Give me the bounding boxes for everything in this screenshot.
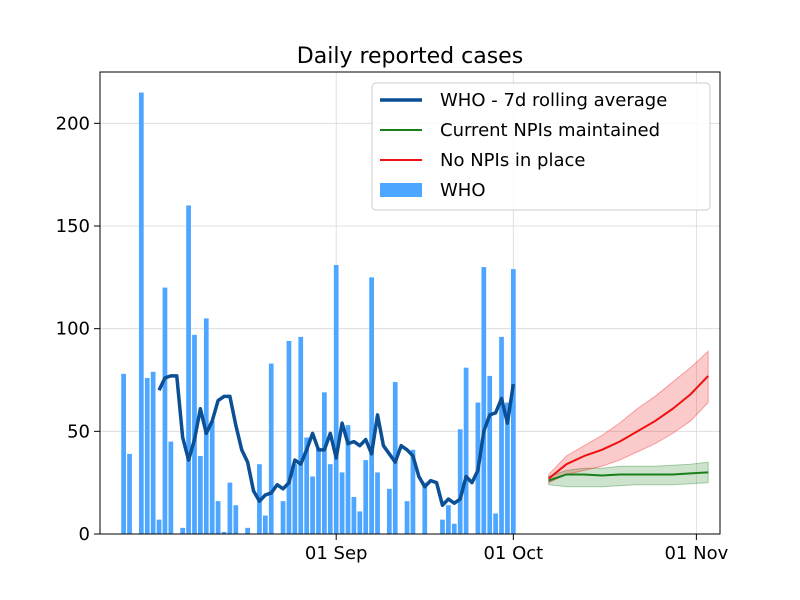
- bar: [457, 429, 463, 534]
- y-tick-label: 50: [67, 421, 90, 442]
- bar: [221, 531, 227, 534]
- bar: [292, 464, 298, 534]
- line-series: [157, 374, 709, 508]
- legend-label: WHO - 7d rolling average: [440, 90, 667, 111]
- bar: [369, 277, 374, 534]
- x-tick-label: 01 Sep: [305, 543, 368, 564]
- bar: [262, 515, 268, 534]
- bar: [304, 437, 310, 534]
- bar: [339, 472, 345, 534]
- bar: [121, 373, 126, 534]
- bar: [127, 453, 132, 534]
- y-tick-label: 0: [79, 524, 90, 545]
- bar: [209, 421, 215, 534]
- bar: [351, 497, 357, 534]
- bar: [333, 265, 339, 534]
- bar: [310, 476, 315, 534]
- bar: [168, 441, 174, 534]
- bar: [233, 505, 239, 534]
- bar: [286, 340, 292, 534]
- bar: [493, 513, 498, 534]
- x-tick-label: 01 Oct: [483, 543, 543, 564]
- bar: [422, 482, 428, 534]
- legend-box: [371, 82, 711, 211]
- line-who-7d-rolling-average: [157, 374, 516, 508]
- bar: [298, 336, 304, 534]
- bar: [144, 377, 150, 534]
- bar: [510, 269, 516, 534]
- bar: [375, 472, 380, 534]
- bar: [162, 287, 168, 534]
- line-current-npis-maintained: [548, 471, 709, 482]
- bar: [186, 205, 191, 534]
- x-tick-label: 01 Nov: [664, 543, 728, 564]
- bar: [327, 464, 333, 534]
- bar: [357, 511, 363, 534]
- bar: [410, 449, 416, 534]
- legend-label: Current NPIs maintained: [440, 120, 660, 141]
- band-no-npis-in-place: [548, 350, 709, 484]
- bar: [505, 402, 510, 534]
- legend: WHO - 7d rolling average Current NPIs mai…: [371, 82, 711, 211]
- legend-label: No NPIs in place: [440, 150, 586, 171]
- bar: [440, 519, 445, 534]
- bar: [363, 460, 369, 534]
- forecast-bands: [548, 350, 709, 488]
- bar: [215, 501, 221, 534]
- y-tick-label: 100: [56, 319, 90, 340]
- bar: [481, 267, 487, 534]
- bar: [150, 371, 156, 534]
- bar: [404, 501, 410, 534]
- bar: [487, 375, 493, 534]
- bar: [198, 455, 203, 534]
- bar: [499, 336, 504, 534]
- line-no-npis-in-place: [548, 375, 709, 480]
- y-tick-label: 200: [56, 113, 90, 134]
- bar: [245, 527, 250, 534]
- bar: [446, 505, 451, 534]
- bar: [386, 488, 392, 534]
- bar: [316, 447, 321, 534]
- bar: [345, 425, 351, 534]
- legend-swatch: [380, 183, 422, 197]
- bar: [138, 92, 144, 535]
- bar: [463, 367, 469, 534]
- bar: [180, 527, 186, 534]
- bar-series-who: [121, 92, 516, 535]
- plot-frame: [99, 71, 721, 535]
- axis-ticks: 0 50 100 150 200 01 Sep 01 Oct 01 Nov: [56, 113, 729, 564]
- bar: [451, 523, 457, 534]
- bar: [156, 519, 162, 534]
- bar: [280, 501, 286, 534]
- legend-label: WHO: [440, 180, 486, 201]
- y-tick-label: 150: [56, 216, 90, 237]
- bar: [268, 363, 274, 534]
- bar: [227, 482, 233, 534]
- bar: [322, 392, 327, 534]
- chart-title: Daily reported cases: [297, 44, 523, 69]
